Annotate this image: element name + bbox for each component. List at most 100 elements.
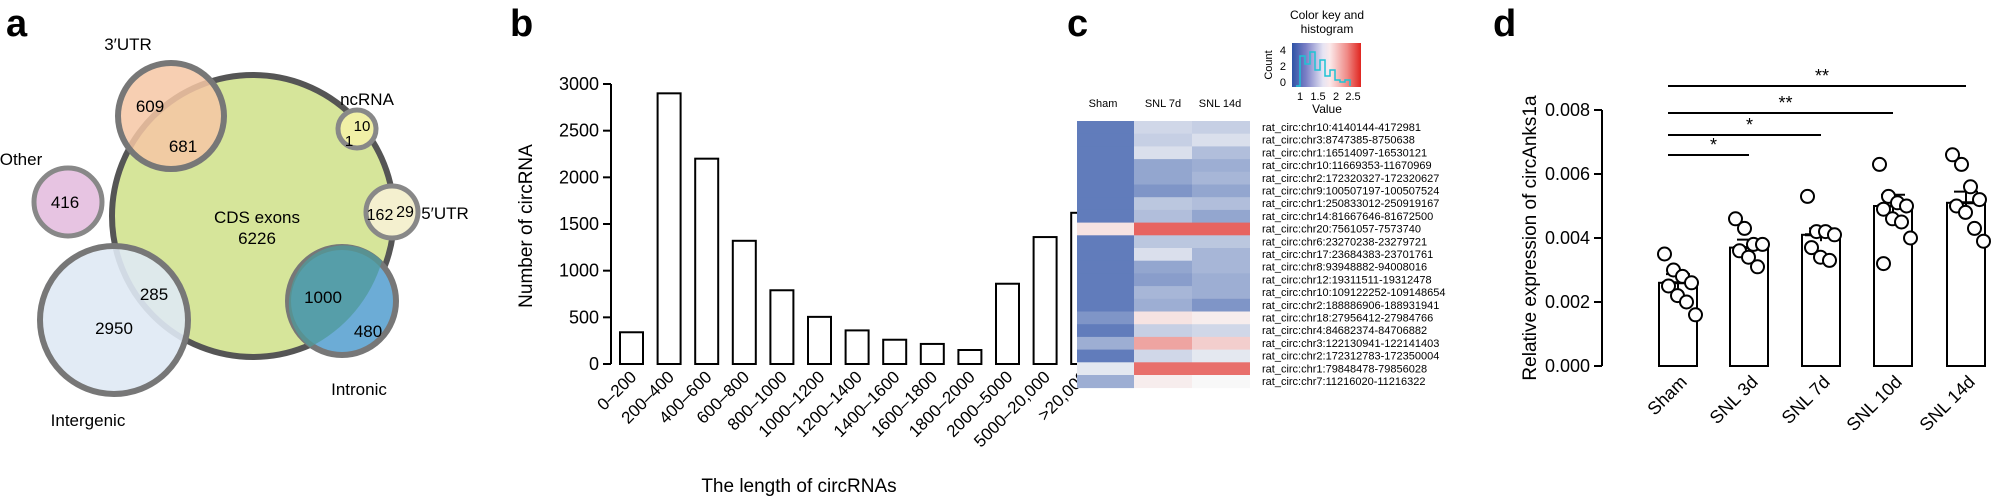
chart-d-sig-label: ** [1778, 93, 1792, 113]
heatmap-cell [1134, 146, 1192, 160]
heatmap-cell [1077, 184, 1134, 198]
chart-b-bar [844, 329, 870, 365]
heatmap-cell [1077, 133, 1134, 147]
heatmap-cell [1134, 260, 1192, 274]
venn-value-intergenic-only: 2950 [95, 319, 133, 338]
chart-d-point [1688, 307, 1703, 323]
chart-d-sig-label: ** [1815, 66, 1829, 86]
heatmap-cell [1192, 235, 1250, 249]
heatmap-cell [1077, 260, 1134, 274]
heatmap-cell [1077, 362, 1134, 376]
chart-b-bar [694, 157, 720, 365]
venn-value-3utr-overlap: 681 [169, 137, 197, 156]
heatmap-cell [1077, 209, 1134, 223]
chart-b-bar [656, 92, 682, 365]
heatmap-cell [1134, 121, 1192, 135]
heatmap-cells [1077, 121, 1250, 389]
heatmap-cell [1134, 286, 1192, 300]
venn-label-ncrna: ncRNA [340, 90, 395, 109]
heatmap-cell [1134, 336, 1192, 350]
heatmap-cell [1192, 159, 1250, 173]
venn-value-cds: 6226 [238, 229, 276, 248]
heatmap-cell [1134, 133, 1192, 147]
heatmap-cell [1192, 260, 1250, 274]
heatmap-cell [1134, 197, 1192, 211]
heatmap-row-label: rat_circ:chr1:250833012-250919167 [1262, 198, 1439, 210]
heatmap-cell [1192, 209, 1250, 223]
venn-label-cds: CDS exons [214, 208, 300, 227]
heatmap-cell [1134, 298, 1192, 312]
heatmap-cell [1134, 248, 1192, 262]
venn-label-intergenic: Intergenic [51, 411, 126, 430]
chart-d-point [1963, 179, 1978, 195]
chart-d-xtick-label: SNL 7d [1778, 372, 1834, 428]
chart-b-bar [1032, 236, 1058, 365]
chart-d-point [1876, 256, 1891, 272]
chart-d-ytick-label: 0.004 [1545, 228, 1590, 248]
chart-d-bar [1873, 205, 1913, 367]
chart-b-ytick-label: 3000 [559, 74, 599, 94]
color-key-xtick-1: 1 [1297, 91, 1303, 103]
heatmap-cell [1134, 273, 1192, 287]
heatmap-cell [1134, 375, 1192, 389]
chart-d-y-axis-title: Relative expression of circAnks1a [1520, 95, 1541, 381]
chart-d-point [1661, 278, 1676, 294]
heatmap-cell [1077, 248, 1134, 262]
heatmap-cell [1077, 197, 1134, 211]
heatmap-row-label: rat_circ:chr14:81667646-81672500 [1262, 211, 1433, 223]
heatmap-row-label: rat_circ:chr1:16514097-16530121 [1262, 147, 1427, 159]
heatmap-cell [1134, 222, 1192, 236]
heatmap-cell [1134, 171, 1192, 185]
chart-d-xtick-label: SNL 14d [1916, 372, 1979, 435]
chart-d-point [1903, 230, 1918, 246]
chart-d-point [1800, 188, 1815, 204]
heatmap-row-label: rat_circ:chr7:11216020-11216322 [1262, 376, 1426, 388]
heatmap-row-label: rat_circ:chr18:27956412-27984766 [1262, 313, 1433, 325]
heatmap-cell [1134, 362, 1192, 376]
chart-b-x-tick-labels: 0–200200–400400–600600–800800–10001000–1… [593, 367, 1091, 451]
heatmap-cell [1192, 362, 1250, 376]
chart-d-xtick-label: SNL 3d [1706, 372, 1762, 428]
chart-b-bar [731, 239, 757, 365]
heatmap-cell [1077, 311, 1134, 325]
venn-value-intronic-only: 480 [354, 322, 382, 341]
chart-b-bar [619, 331, 644, 365]
chart-d-point [1872, 156, 1887, 172]
heatmap-col-sham: Sham [1089, 98, 1118, 110]
chart-d-point [1954, 156, 1969, 172]
chart-b-ytick-label: 2000 [559, 167, 599, 187]
chart-b-bar [919, 342, 945, 365]
panel-letter-b: b [510, 3, 533, 45]
panel-letter-d: d [1493, 3, 1516, 45]
heatmap-cell [1077, 336, 1134, 350]
chart-d-point [1684, 275, 1699, 291]
venn-5utr [363, 183, 421, 241]
chart-d-point [1945, 147, 1960, 163]
heatmap-row-label: rat_circ:chr6:23270238-23279721 [1262, 236, 1427, 248]
chart-b-bars [619, 92, 1096, 366]
heatmap-row-label: rat_circ:chr9:100507197-100507524 [1262, 186, 1439, 198]
panel-letter-c: c [1067, 3, 1088, 45]
panel-letter-a: a [6, 3, 28, 45]
chart-b-ytick-label: 0 [589, 354, 599, 374]
venn-value-intergenic-overlap: 285 [140, 285, 168, 304]
heatmap-cell [1077, 349, 1134, 363]
color-key-ytick-0: 0 [1280, 77, 1286, 89]
color-key-title-1: Color key and [1290, 8, 1364, 22]
chart-d-point [1894, 214, 1909, 230]
color-key-xtick-1.5: 1.5 [1310, 91, 1325, 103]
heatmap-cell [1077, 159, 1134, 173]
heatmap-cell [1192, 286, 1250, 300]
heatmap-col-snl14d: SNL 14d [1199, 98, 1241, 110]
heatmap-row-label: rat_circ:chr3:122130941-122141403 [1262, 338, 1439, 350]
heatmap-cell [1192, 248, 1250, 262]
color-key: Color key and histogram Count 4 2 0 1 1.… [1263, 8, 1364, 116]
color-key-ylabel: Count [1263, 50, 1275, 79]
chart-d-point [1750, 259, 1765, 275]
chart-d-point [1967, 220, 1982, 236]
heatmap-row-label: rat_circ:chr3:8747385-8750638 [1262, 135, 1415, 147]
chart-d-point [1657, 246, 1672, 262]
chart-d-point [1679, 294, 1694, 310]
color-key-xtick-2.5: 2.5 [1345, 91, 1360, 103]
heatmap-cell [1134, 235, 1192, 249]
